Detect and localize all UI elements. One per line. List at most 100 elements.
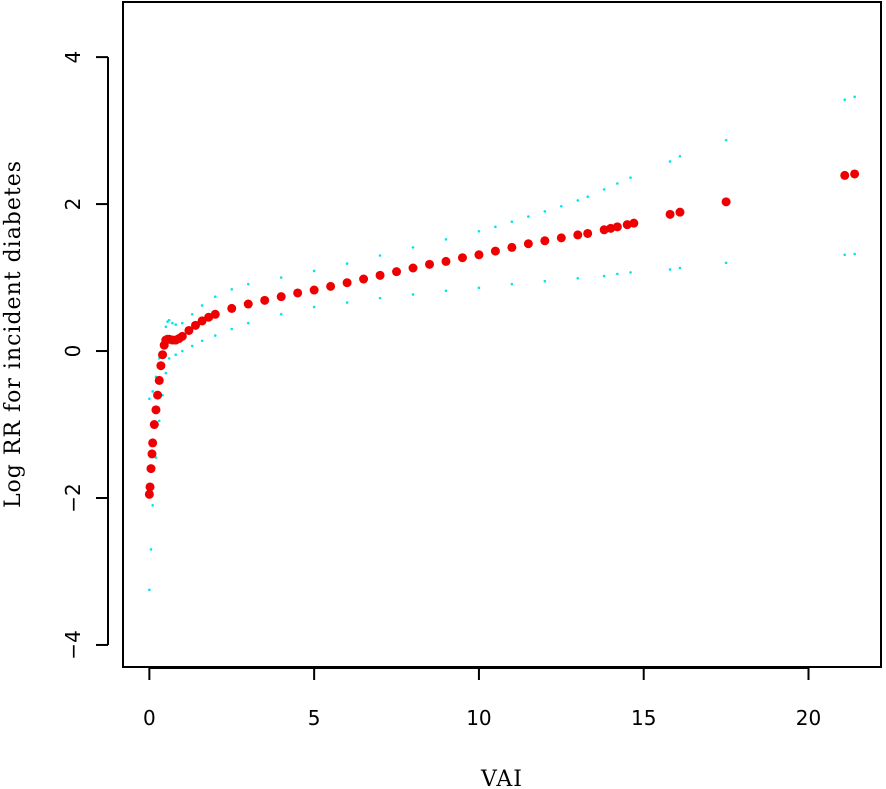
upper_ci-point bbox=[576, 199, 580, 202]
upper_ci-point bbox=[148, 397, 151, 401]
upper_ci-point bbox=[246, 282, 250, 286]
x-tick-label: 5 bbox=[308, 706, 321, 730]
upper_ci-point bbox=[586, 195, 589, 199]
estimate-point bbox=[243, 299, 253, 309]
lower_ci-point bbox=[167, 357, 171, 360]
upper_ci-point bbox=[510, 220, 514, 224]
upper_ci-point bbox=[151, 390, 154, 393]
lower_ci-point bbox=[616, 272, 619, 276]
upper_ci-point bbox=[200, 304, 204, 307]
estimate-point bbox=[154, 375, 164, 385]
estimate-point bbox=[665, 209, 675, 219]
y-tick-label: −2 bbox=[61, 483, 85, 512]
lower_ci-point bbox=[148, 588, 151, 592]
estimate-point bbox=[197, 316, 207, 326]
lower_ci-point bbox=[345, 301, 349, 304]
upper_ci-point bbox=[668, 160, 672, 163]
estimate-point bbox=[151, 405, 161, 415]
upper_ci-point bbox=[230, 288, 234, 291]
estimate-point bbox=[583, 228, 593, 238]
estimate-point bbox=[850, 169, 860, 179]
upper_ci-point bbox=[444, 238, 448, 241]
estimate-point bbox=[612, 222, 622, 232]
upper_ci-point bbox=[174, 323, 178, 326]
estimate-point bbox=[326, 281, 336, 291]
y-tick-label: 2 bbox=[61, 198, 85, 211]
estimate-point bbox=[573, 230, 583, 240]
upper_ci-point bbox=[616, 182, 619, 185]
upper_ci-point bbox=[171, 321, 174, 325]
lower_ci-point bbox=[411, 293, 415, 296]
estimate-point bbox=[342, 278, 352, 288]
estimate-points bbox=[144, 169, 860, 499]
lower_ci-point bbox=[230, 327, 234, 331]
x-tick-label: 0 bbox=[143, 706, 156, 730]
lower_ci-point bbox=[853, 252, 856, 256]
estimate-point bbox=[523, 239, 533, 249]
lower_ci-point bbox=[444, 289, 448, 293]
plot-frame bbox=[122, 1, 882, 668]
lower_ci-point bbox=[724, 261, 728, 265]
estimate-point bbox=[359, 274, 369, 284]
estimate-point bbox=[408, 263, 418, 273]
y-tick-label: 0 bbox=[61, 345, 85, 358]
lower_ci-point bbox=[157, 419, 161, 423]
upper_ci-point bbox=[190, 312, 194, 316]
upper_ci-point bbox=[560, 204, 563, 208]
estimate-point bbox=[840, 170, 850, 180]
estimate-point bbox=[148, 438, 158, 448]
y-axis-title: Log RR for incident diabetes bbox=[1, 160, 26, 508]
upper_ci-point bbox=[724, 138, 728, 142]
estimate-point bbox=[629, 218, 639, 228]
estimate-point bbox=[675, 207, 685, 217]
lower_ci-point bbox=[246, 321, 250, 325]
estimate-point bbox=[375, 270, 385, 280]
estimate-point bbox=[146, 464, 156, 474]
lower_ci-point bbox=[602, 274, 606, 278]
upper_ci-point bbox=[477, 229, 481, 233]
estimate-point bbox=[144, 489, 154, 499]
estimate-point bbox=[392, 267, 402, 277]
estimate-point bbox=[441, 256, 451, 266]
estimate-point bbox=[227, 303, 237, 313]
estimate-point bbox=[424, 259, 434, 269]
lower_ci-point bbox=[843, 253, 847, 257]
upper_ci-point bbox=[378, 254, 382, 257]
lower_ci-point bbox=[543, 279, 547, 283]
x-axis-title: VAI bbox=[480, 767, 523, 789]
lower_ci-point bbox=[477, 286, 481, 290]
upper_ci-point bbox=[527, 215, 530, 218]
confidence-band-points bbox=[148, 95, 856, 592]
lower_ci-point bbox=[629, 271, 632, 274]
estimate-point bbox=[177, 331, 187, 341]
upper_ci-point bbox=[629, 176, 632, 179]
estimate-point bbox=[149, 420, 159, 430]
x-axis: 0 5 10 15 20 bbox=[143, 667, 821, 730]
estimate-point bbox=[490, 246, 500, 256]
estimate-point bbox=[158, 350, 168, 360]
estimate-point bbox=[457, 253, 467, 263]
estimate-point bbox=[507, 242, 517, 252]
lower_ci-point bbox=[678, 266, 682, 270]
y-tick-label: −4 bbox=[61, 630, 85, 659]
upper_ci-point bbox=[181, 321, 184, 325]
estimate-point bbox=[156, 361, 166, 371]
x-tick-label: 10 bbox=[466, 706, 491, 730]
upper_ci-point bbox=[853, 95, 856, 99]
lower_ci-point bbox=[149, 548, 153, 551]
estimate-point bbox=[147, 449, 157, 459]
upper_ci-point bbox=[164, 325, 168, 329]
lower_ci-point bbox=[174, 353, 178, 357]
estimate-point bbox=[153, 390, 163, 400]
lower_ci-point bbox=[668, 268, 672, 271]
upper_ci-point bbox=[678, 155, 682, 158]
estimate-point bbox=[556, 233, 566, 243]
upper_ci-point bbox=[543, 210, 547, 213]
lower_ci-point bbox=[576, 276, 580, 280]
estimate-point bbox=[260, 295, 270, 305]
estimate-point bbox=[210, 309, 220, 319]
upper_ci-point bbox=[279, 276, 283, 279]
y-tick-label: 4 bbox=[61, 51, 85, 64]
estimate-point bbox=[721, 197, 731, 207]
